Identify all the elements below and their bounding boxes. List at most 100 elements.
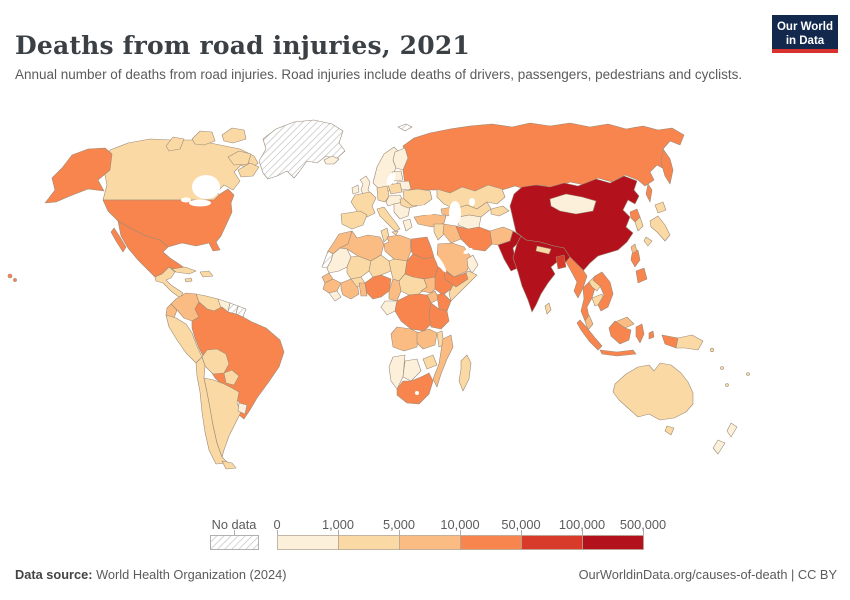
- country-mozambique[interactable]: [432, 334, 454, 388]
- country-papua-new-guinea[interactable]: [675, 334, 704, 351]
- country-ukraine[interactable]: [402, 188, 433, 207]
- country-jamaica[interactable]: [184, 277, 193, 283]
- legend-swatch-2[interactable]: [399, 535, 461, 550]
- country-bangladesh[interactable]: [555, 254, 567, 270]
- country-dr-congo[interactable]: [394, 293, 432, 332]
- country-greece[interactable]: [402, 218, 413, 232]
- region-central-america[interactable]: [154, 266, 184, 299]
- country-indonesia-moluccas[interactable]: [648, 330, 655, 340]
- country-italy[interactable]: [376, 206, 401, 232]
- region-tierra-del-fuego[interactable]: [221, 460, 237, 470]
- owid-logo[interactable]: Our World in Data: [772, 15, 838, 53]
- country-poland[interactable]: [387, 182, 403, 195]
- country-philippines-luzon[interactable]: [630, 249, 641, 268]
- country-south-korea[interactable]: [634, 216, 644, 232]
- region-gabon-congo[interactable]: [380, 300, 398, 316]
- country-france[interactable]: [350, 191, 377, 218]
- legend-color-bar[interactable]: [277, 535, 644, 550]
- legend-swatch-3[interactable]: [460, 535, 522, 550]
- island-vanuatu[interactable]: [720, 366, 724, 370]
- country-south-africa[interactable]: [396, 372, 434, 405]
- country-tanzania[interactable]: [428, 302, 450, 330]
- country-mongolia[interactable]: [549, 193, 597, 215]
- country-mauritania[interactable]: [326, 247, 352, 274]
- country-yemen[interactable]: [443, 270, 469, 288]
- country-svalbard[interactable]: [397, 123, 413, 132]
- country-cuba[interactable]: [171, 266, 197, 275]
- country-botswana[interactable]: [402, 358, 422, 382]
- country-russia-sakhalin[interactable]: [645, 183, 653, 203]
- country-india[interactable]: [512, 235, 571, 313]
- region-kyrgyzstan-tajikistan[interactable]: [490, 205, 510, 217]
- country-sri-lanka[interactable]: [544, 302, 552, 315]
- country-paraguay[interactable]: [223, 369, 240, 386]
- country-canada-arctic-5[interactable]: [237, 162, 260, 178]
- country-turkmenistan[interactable]: [457, 214, 482, 230]
- country-tunisia[interactable]: [380, 227, 390, 243]
- country-nepal[interactable]: [535, 245, 552, 255]
- country-angola[interactable]: [390, 326, 420, 352]
- country-canada-arctic-3[interactable]: [221, 127, 247, 144]
- country-new-zealand-south[interactable]: [712, 439, 726, 455]
- country-madagascar[interactable]: [458, 354, 472, 392]
- country-hawaii-2[interactable]: [13, 278, 17, 282]
- country-mexico-baja[interactable]: [110, 227, 127, 253]
- country-kenya[interactable]: [436, 292, 452, 312]
- country-laos[interactable]: [588, 275, 603, 292]
- country-canada-arctic-4[interactable]: [227, 150, 252, 166]
- country-indonesia-sumatra[interactable]: [576, 319, 603, 351]
- legend-swatch-4[interactable]: [521, 535, 583, 550]
- country-philippines-mindanao[interactable]: [635, 267, 648, 284]
- country-mali[interactable]: [346, 255, 372, 280]
- country-russia[interactable]: [402, 122, 685, 195]
- country-nigeria[interactable]: [364, 274, 392, 300]
- country-canada-arctic-2[interactable]: [191, 130, 216, 146]
- country-hawaii-1[interactable]: [7, 273, 13, 279]
- country-vietnam[interactable]: [592, 271, 614, 312]
- country-colombia[interactable]: [170, 292, 200, 322]
- country-russia-kamchatka[interactable]: [660, 148, 674, 185]
- country-greenland[interactable]: [258, 119, 346, 180]
- country-indonesia-sulawesi[interactable]: [635, 323, 645, 344]
- region-syria-levant[interactable]: [433, 223, 447, 241]
- country-ireland[interactable]: [351, 184, 360, 195]
- country-united-states-alaska[interactable]: [44, 147, 113, 204]
- legend-no-data-swatch[interactable]: [210, 535, 259, 550]
- country-hispaniola[interactable]: [199, 270, 214, 278]
- country-japan-kyushu[interactable]: [643, 236, 653, 247]
- country-malaysia[interactable]: [584, 314, 594, 331]
- island-fiji[interactable]: [746, 372, 750, 376]
- country-iceland[interactable]: [323, 155, 340, 165]
- legend-swatch-0[interactable]: [277, 535, 339, 550]
- country-indonesia-papua[interactable]: [661, 334, 679, 349]
- country-australia[interactable]: [612, 362, 694, 421]
- country-libya[interactable]: [383, 234, 412, 262]
- country-japan-hokkaido[interactable]: [654, 201, 667, 214]
- country-oman[interactable]: [466, 254, 479, 274]
- country-sudan[interactable]: [404, 253, 439, 280]
- country-zambia[interactable]: [416, 328, 438, 350]
- legend-swatch-5[interactable]: [582, 535, 644, 550]
- country-indonesia-kalimantan[interactable]: [608, 320, 632, 345]
- country-liberia[interactable]: [328, 290, 342, 302]
- island-new-caledonia[interactable]: [725, 383, 729, 387]
- region-benin-togo[interactable]: [358, 282, 368, 297]
- island-solomon[interactable]: [709, 347, 715, 353]
- country-iraq[interactable]: [442, 223, 462, 244]
- country-new-zealand-north[interactable]: [726, 422, 738, 438]
- credit-link[interactable]: OurWorldinData.org/causes-of-death | CC …: [578, 567, 837, 582]
- country-myanmar[interactable]: [565, 256, 588, 299]
- country-argentina[interactable]: [203, 377, 242, 458]
- country-germany[interactable]: [376, 185, 390, 203]
- country-italy-sicily[interactable]: [391, 230, 399, 236]
- country-bolivia[interactable]: [201, 348, 230, 375]
- country-finland[interactable]: [392, 147, 409, 171]
- country-zimbabwe[interactable]: [422, 354, 438, 370]
- country-uruguay[interactable]: [237, 402, 248, 415]
- legend-swatch-1[interactable]: [338, 535, 400, 550]
- region-iberia[interactable]: [340, 210, 368, 230]
- country-australia-tasmania[interactable]: [664, 425, 675, 436]
- country-canada-arctic-1[interactable]: [165, 136, 185, 152]
- country-indonesia-java[interactable]: [599, 349, 637, 357]
